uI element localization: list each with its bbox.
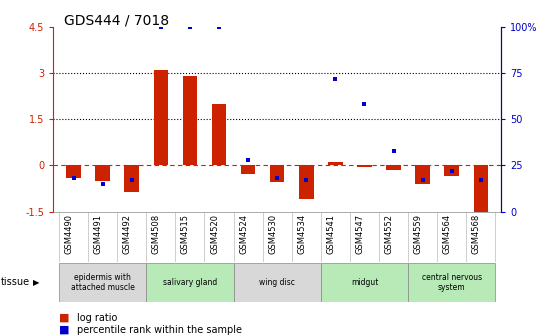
Bar	[241, 166, 255, 174]
Point	[69, 176, 78, 181]
Bar	[321, 263, 408, 302]
Bar	[124, 166, 139, 192]
Point	[127, 177, 136, 183]
Point	[273, 176, 282, 181]
Text: ■: ■	[59, 325, 69, 335]
Bar	[95, 166, 110, 181]
Text: wing disc: wing disc	[259, 278, 295, 287]
Text: ■: ■	[59, 312, 69, 323]
Text: GSM4515: GSM4515	[181, 214, 190, 254]
Bar	[270, 166, 284, 182]
Text: GSM4520: GSM4520	[210, 214, 219, 254]
Bar	[328, 162, 343, 166]
Point	[302, 177, 311, 183]
Bar	[386, 166, 401, 170]
Bar	[59, 263, 146, 302]
Bar	[153, 70, 168, 166]
Bar	[357, 166, 372, 167]
Bar	[234, 263, 321, 302]
Text: GSM4552: GSM4552	[385, 214, 394, 254]
Text: GSM4568: GSM4568	[472, 214, 481, 254]
Text: salivary gland: salivary gland	[163, 278, 217, 287]
Point	[185, 24, 194, 30]
Point	[447, 168, 456, 174]
Bar	[183, 76, 197, 166]
Text: central nervous
system: central nervous system	[422, 272, 482, 292]
Text: GSM4547: GSM4547	[356, 214, 365, 254]
Text: GDS444 / 7018: GDS444 / 7018	[64, 13, 170, 28]
Text: GSM4564: GSM4564	[443, 214, 452, 254]
Text: GSM4530: GSM4530	[268, 214, 277, 254]
Bar	[66, 166, 81, 178]
Bar	[416, 166, 430, 184]
Bar	[146, 263, 234, 302]
Point	[98, 181, 107, 187]
Text: GSM4508: GSM4508	[152, 214, 161, 254]
Text: epidermis with
attached muscle: epidermis with attached muscle	[71, 272, 134, 292]
Text: tissue: tissue	[1, 277, 30, 287]
Point	[360, 102, 369, 107]
Bar	[299, 166, 314, 199]
Point	[389, 148, 398, 154]
Point	[156, 24, 165, 30]
Point	[331, 76, 340, 81]
Text: GSM4541: GSM4541	[326, 214, 335, 254]
Point	[244, 157, 253, 163]
Text: log ratio: log ratio	[77, 312, 117, 323]
Text: GSM4492: GSM4492	[123, 214, 132, 254]
Bar	[212, 104, 226, 166]
Point	[418, 177, 427, 183]
Text: GSM4491: GSM4491	[94, 214, 102, 254]
Text: GSM4490: GSM4490	[64, 214, 73, 254]
Text: GSM4524: GSM4524	[239, 214, 248, 254]
Text: midgut: midgut	[351, 278, 378, 287]
Bar	[445, 166, 459, 176]
Text: percentile rank within the sample: percentile rank within the sample	[77, 325, 242, 335]
Text: GSM4534: GSM4534	[297, 214, 306, 254]
Bar	[408, 263, 496, 302]
Text: ▶: ▶	[32, 278, 39, 287]
Point	[477, 177, 486, 183]
Bar	[474, 166, 488, 212]
Point	[214, 24, 223, 30]
Text: GSM4559: GSM4559	[414, 214, 423, 254]
